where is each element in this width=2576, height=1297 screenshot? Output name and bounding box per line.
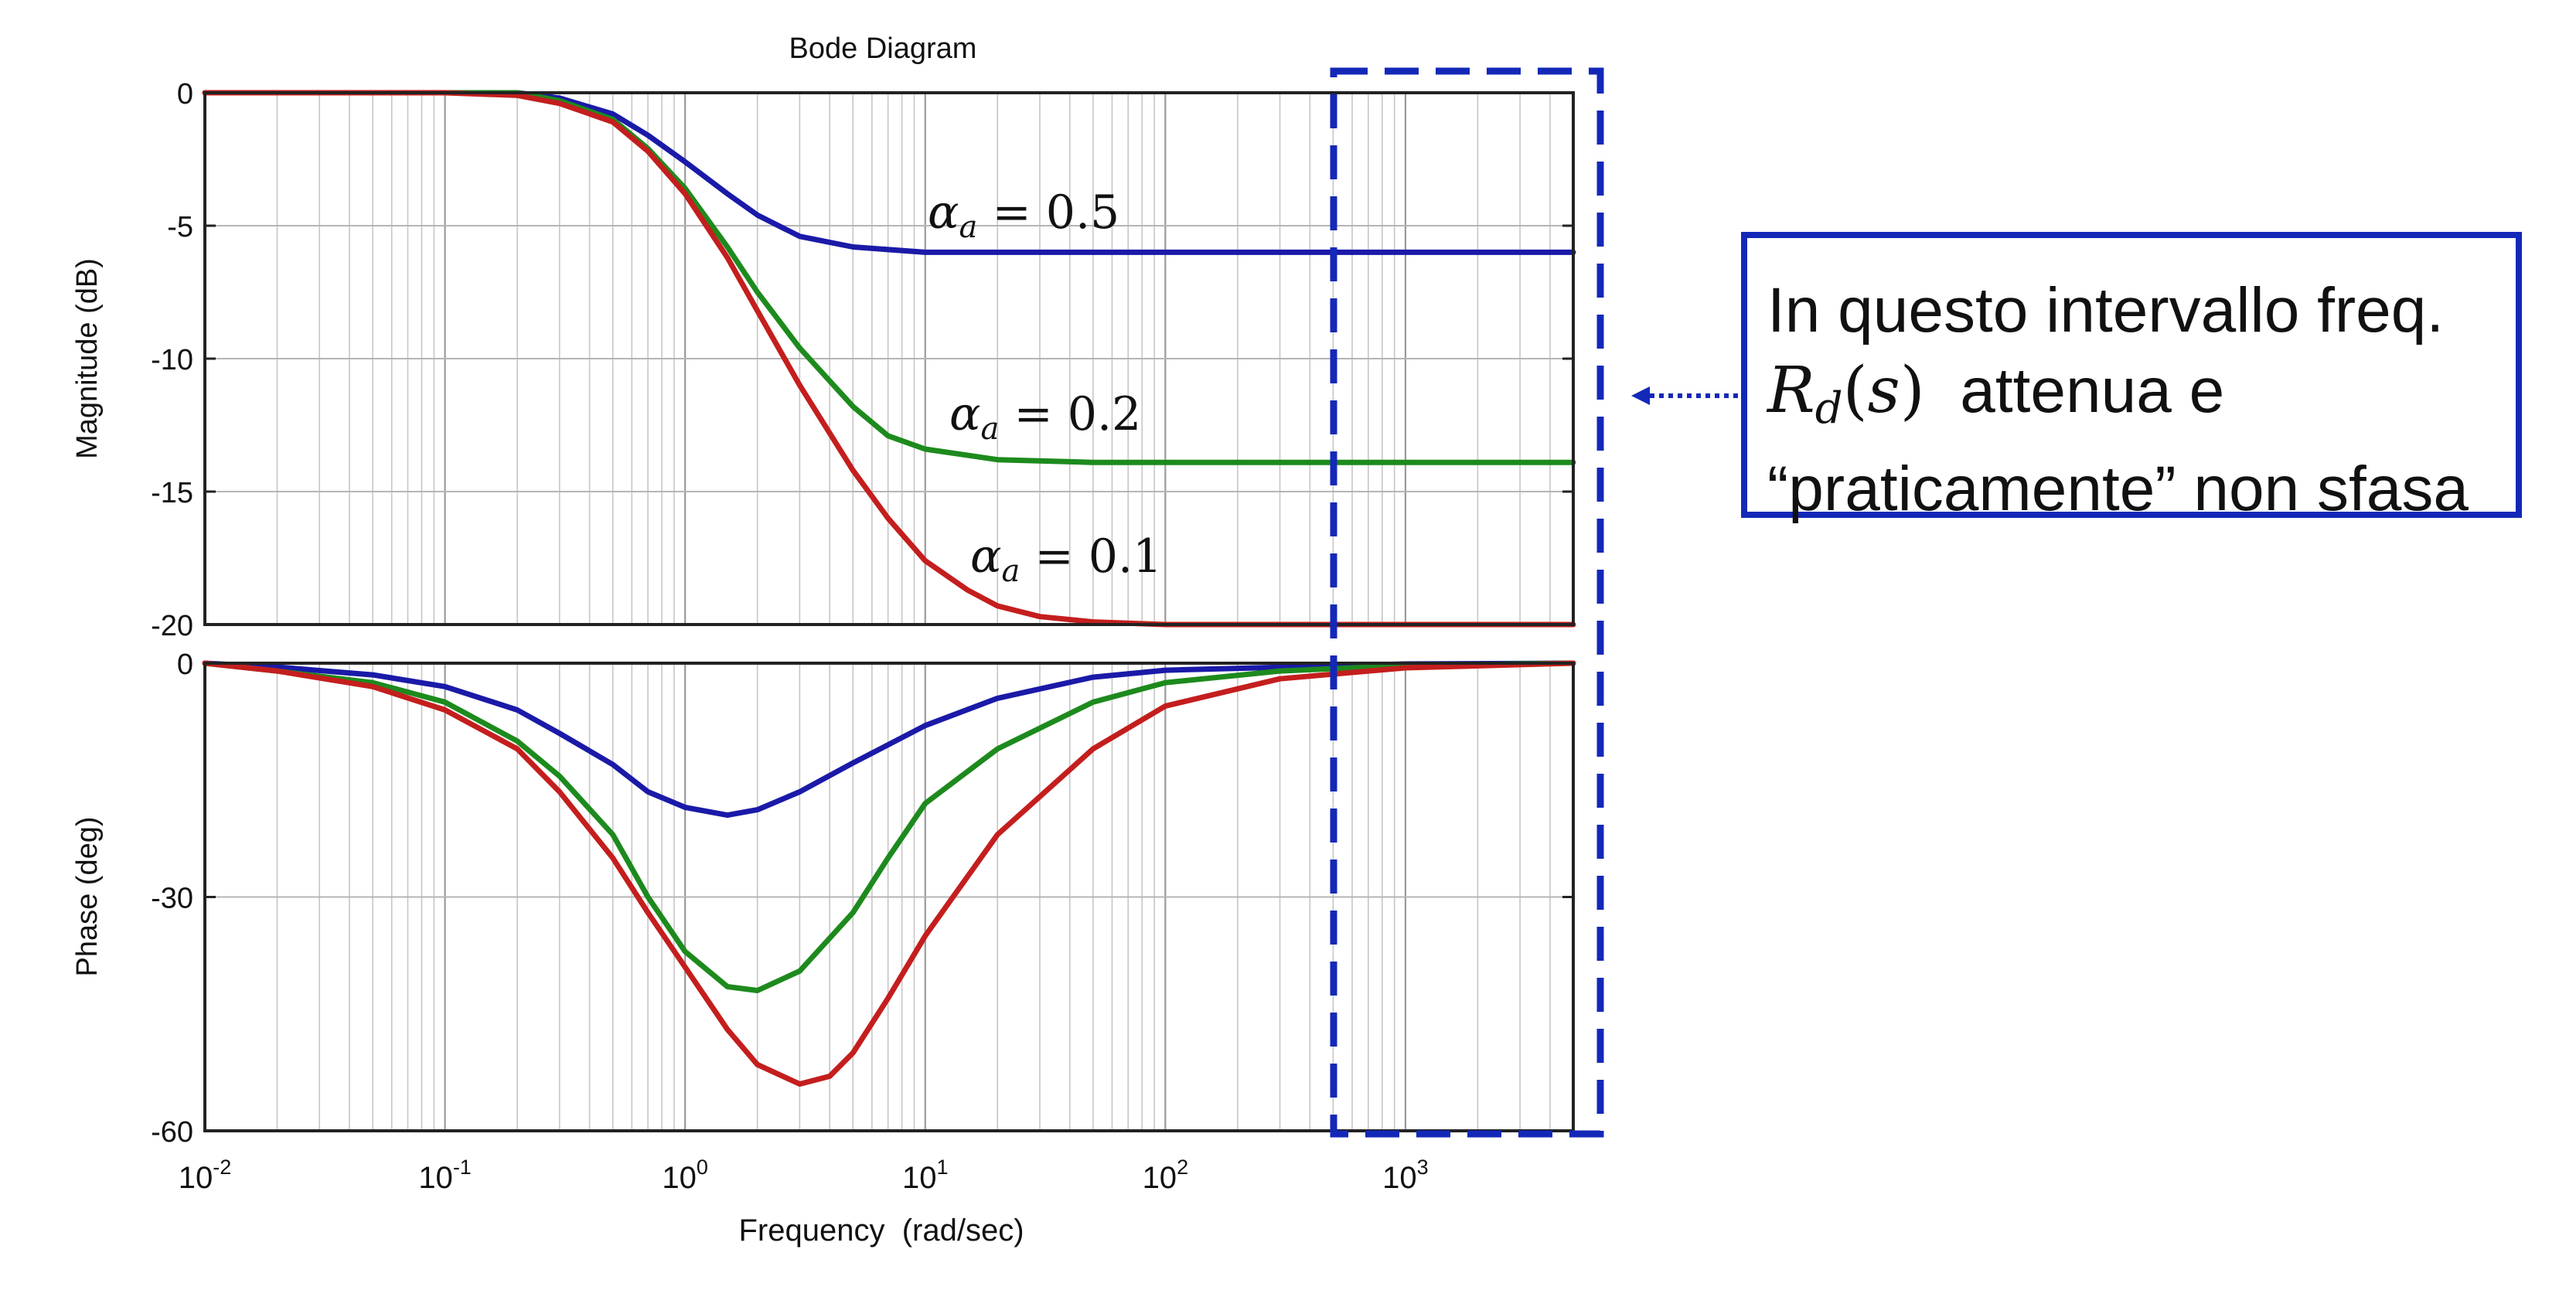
ph-series-line-0 — [202, 660, 1576, 819]
magnitude-curves — [202, 90, 1576, 628]
callout-line-1: In questo intervallo freq. — [1767, 275, 2445, 346]
xtick-label: 10-1 — [418, 1156, 472, 1195]
mag-series-line-2 — [202, 90, 1576, 628]
callout-box: In questo intervallo freq. Rd(s) attenua… — [1741, 232, 2522, 524]
label-alpha-0-1: αa = 0.1 — [970, 529, 1162, 589]
callout-line-2-text: attenua e — [1924, 356, 2225, 426]
xtick-label: 101 — [902, 1156, 949, 1195]
magnitude-grid — [203, 92, 1574, 625]
magnitude-y-label: Magnitude (dB) — [71, 258, 104, 459]
callout-math-sub: d — [1814, 383, 1843, 434]
callout-line-2: Rd(s) attenua e — [1767, 351, 2516, 449]
phase-y-label: Phase (deg) — [71, 816, 104, 976]
mag-ytick-label: -15 — [151, 477, 193, 509]
callout-math-arg: s — [1867, 354, 1900, 427]
xtick-label: 102 — [1143, 1156, 1189, 1195]
mag-ytick-label: 0 — [177, 78, 193, 111]
mag-ytick-label: -20 — [151, 610, 193, 642]
axis-labels: 0 -5 -10 -15 -20 0 -30 -60 10-2 10-1 100 101 102 103 — [151, 78, 1573, 1195]
ph-ytick-label: -30 — [151, 883, 193, 915]
callout-math-close: ) — [1900, 354, 1925, 427]
phase-curves — [202, 660, 1576, 1087]
phase-grid — [203, 662, 1574, 1132]
callout-arrow-head — [1631, 386, 1650, 405]
callout-math-r: R — [1767, 354, 1815, 427]
xtick-label: 100 — [662, 1156, 708, 1195]
ph-series-line-2 — [202, 660, 1576, 1087]
ph-series-line-1 — [202, 660, 1576, 993]
callout-math-open: ( — [1842, 354, 1868, 427]
ph-ytick-label: -60 — [151, 1116, 193, 1149]
frequency-range-highlight — [1330, 67, 1604, 1138]
ph-ytick-label: 0 — [177, 648, 193, 681]
callout-line-3: “praticamente” non sfasa — [1767, 454, 2469, 524]
label-alpha-0-5: αa = 0.5 — [928, 186, 1119, 245]
x-axis-label: Frequency (rad/sec) — [738, 1214, 1024, 1248]
xtick-label: 10-2 — [179, 1156, 232, 1195]
label-alpha-0-2: αa = 0.2 — [949, 387, 1141, 447]
xtick-label: 103 — [1382, 1156, 1429, 1195]
mag-ytick-label: -10 — [151, 344, 193, 376]
mag-ytick-label: -5 — [167, 211, 193, 243]
chart-title: Bode Diagram — [789, 32, 977, 65]
